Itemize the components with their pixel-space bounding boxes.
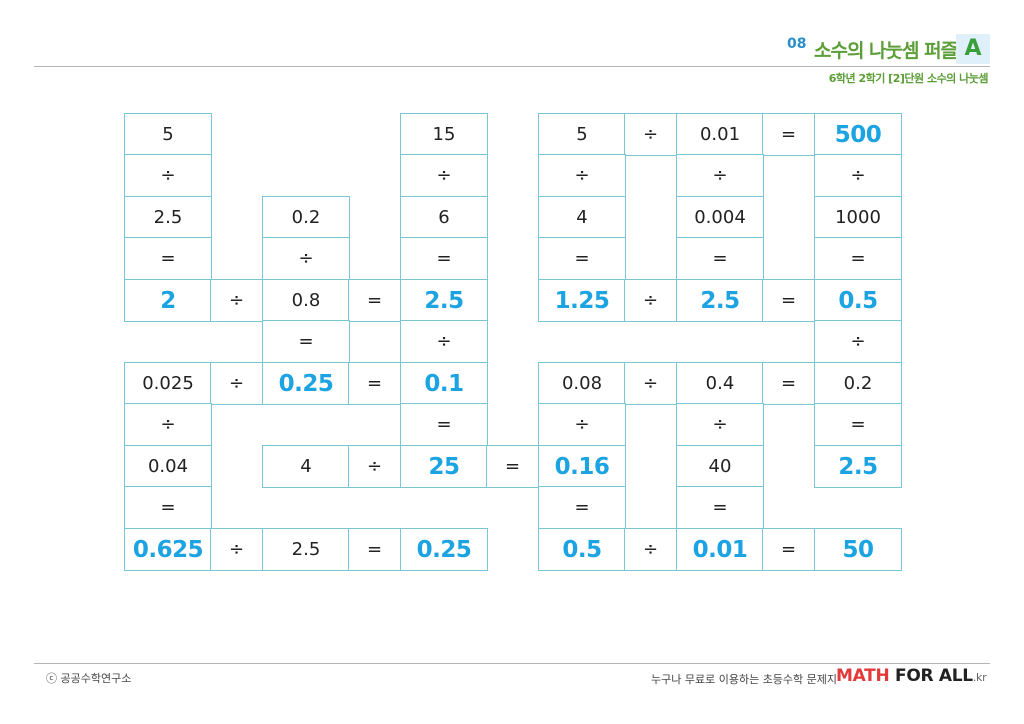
number-cell: 0.025 <box>124 362 212 405</box>
worksheet-number: 08 <box>787 36 807 52</box>
operator-cell: = <box>676 486 764 529</box>
operator-cell: = <box>762 113 815 156</box>
header-divider <box>34 66 990 67</box>
answer-cell: 1.25 <box>538 279 626 322</box>
level-badge: A <box>956 34 990 64</box>
operator-cell: = <box>124 486 212 529</box>
number-cell: 0.2 <box>814 362 902 405</box>
answer-cell: 50 <box>814 528 902 571</box>
operator-cell: ÷ <box>624 528 677 571</box>
copyright-text: ⓒ 공공수학연구소 <box>46 672 132 685</box>
operator-cell: = <box>348 362 401 405</box>
operator-cell: = <box>124 237 212 280</box>
worksheet-subtitle: 6학년 2학기 [2]단원 소수의 나눗셈 <box>828 72 989 85</box>
number-cell: 2.5 <box>262 528 350 571</box>
number-cell: 0.01 <box>676 113 764 156</box>
operator-cell: ÷ <box>624 279 677 322</box>
operator-cell: ÷ <box>624 362 677 405</box>
number-cell: 0.08 <box>538 362 626 405</box>
answer-cell: 0.25 <box>400 528 488 571</box>
answer-cell: 500 <box>814 113 902 156</box>
footer-slogan: 누구나 무료로 이용하는 초등수학 문제지 <box>651 673 838 686</box>
operator-cell: ÷ <box>400 320 488 363</box>
operator-cell: = <box>538 486 626 529</box>
operator-cell: ÷ <box>124 154 212 197</box>
answer-cell: 0.5 <box>814 279 902 322</box>
operator-cell: = <box>676 237 764 280</box>
operator-cell: = <box>762 362 815 405</box>
answer-cell: 2 <box>124 279 212 322</box>
operator-cell: = <box>538 237 626 280</box>
operator-cell: ÷ <box>210 279 263 322</box>
operator-cell: ÷ <box>124 403 212 446</box>
number-cell: 15 <box>400 113 488 156</box>
brand-math: MATH <box>836 666 890 686</box>
number-cell: 5 <box>124 113 212 156</box>
operator-cell: ÷ <box>538 154 626 197</box>
operator-cell: ÷ <box>210 362 263 405</box>
number-cell: 0.004 <box>676 196 764 239</box>
answer-cell: 0.16 <box>538 445 626 488</box>
answer-cell: 2.5 <box>400 279 488 322</box>
answer-cell: 2.5 <box>814 445 902 488</box>
operator-cell: = <box>814 403 902 446</box>
operator-cell: = <box>400 403 488 446</box>
operator-cell: = <box>348 528 401 571</box>
number-cell: 2.5 <box>124 196 212 239</box>
number-cell: 6 <box>400 196 488 239</box>
operator-cell: = <box>486 445 539 488</box>
operator-cell: ÷ <box>210 528 263 571</box>
number-cell: 0.4 <box>676 362 764 405</box>
operator-cell: ÷ <box>262 237 350 280</box>
answer-cell: 0.5 <box>538 528 626 571</box>
operator-cell: ÷ <box>538 403 626 446</box>
number-cell: 4 <box>538 196 626 239</box>
brand-logo: MATH FOR ALL.kr <box>836 666 987 686</box>
answer-cell: 2.5 <box>676 279 764 322</box>
operator-cell: = <box>262 320 350 363</box>
operator-cell: ÷ <box>624 113 677 156</box>
brand-kr: .kr <box>972 671 987 684</box>
number-cell: 1000 <box>814 196 902 239</box>
answer-cell: 0.625 <box>124 528 212 571</box>
answer-cell: 0.01 <box>676 528 764 571</box>
answer-cell: 0.1 <box>400 362 488 405</box>
number-cell: 0.8 <box>262 279 350 322</box>
operator-cell: = <box>762 528 815 571</box>
operator-cell: = <box>400 237 488 280</box>
operator-cell: = <box>348 279 401 322</box>
number-cell: 0.2 <box>262 196 350 239</box>
number-cell: 40 <box>676 445 764 488</box>
worksheet-title: 소수의 나눗셈 퍼즐 <box>814 40 958 62</box>
number-cell: 5 <box>538 113 626 156</box>
answer-cell: 25 <box>400 445 488 488</box>
answer-cell: 0.25 <box>262 362 350 405</box>
number-cell: 0.04 <box>124 445 212 488</box>
operator-cell: = <box>762 279 815 322</box>
number-cell: 4 <box>262 445 350 488</box>
operator-cell: = <box>814 237 902 280</box>
operator-cell: ÷ <box>676 403 764 446</box>
operator-cell: ÷ <box>400 154 488 197</box>
operator-cell: ÷ <box>348 445 401 488</box>
footer-divider <box>34 663 990 664</box>
operator-cell: ÷ <box>676 154 764 197</box>
operator-cell: ÷ <box>814 320 902 363</box>
brand-forall: FOR ALL <box>895 666 973 686</box>
operator-cell: ÷ <box>814 154 902 197</box>
